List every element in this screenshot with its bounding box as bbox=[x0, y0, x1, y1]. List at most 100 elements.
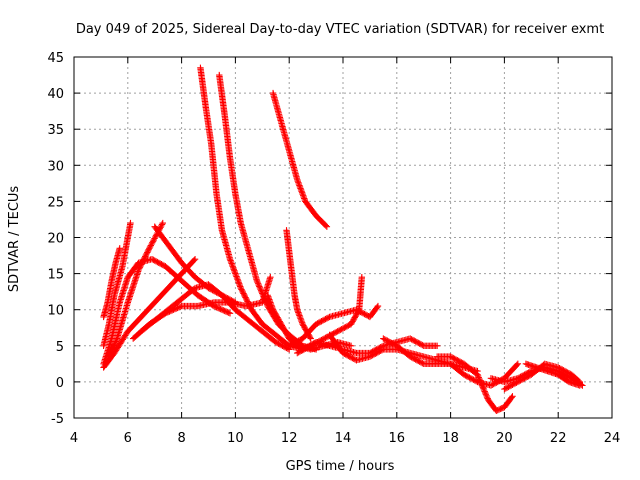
data-point bbox=[455, 357, 462, 365]
data-point bbox=[308, 341, 316, 348]
data-point bbox=[376, 348, 383, 355]
data-point bbox=[501, 385, 508, 393]
data-point bbox=[143, 250, 150, 257]
data-point bbox=[244, 298, 251, 305]
data-point bbox=[263, 301, 271, 308]
data-point bbox=[272, 338, 279, 346]
data-point bbox=[480, 386, 488, 394]
data-point bbox=[557, 365, 565, 373]
data-point bbox=[256, 283, 263, 290]
data-point bbox=[511, 380, 519, 387]
data-point bbox=[345, 322, 352, 329]
data-point bbox=[520, 375, 527, 383]
data-point bbox=[447, 353, 454, 360]
data-point bbox=[509, 393, 516, 400]
data-point bbox=[241, 292, 249, 300]
data-point bbox=[322, 315, 329, 323]
data-point bbox=[152, 233, 159, 241]
data-point bbox=[310, 340, 317, 347]
data-point bbox=[322, 334, 329, 342]
data-point bbox=[515, 377, 523, 385]
data-point bbox=[335, 327, 343, 334]
y-tick-label: 30 bbox=[47, 159, 64, 174]
data-point bbox=[263, 300, 270, 307]
data-point bbox=[262, 297, 269, 304]
data-point bbox=[514, 378, 522, 386]
data-point bbox=[157, 224, 164, 231]
data-point bbox=[521, 375, 528, 382]
data-point bbox=[366, 353, 374, 360]
data-point bbox=[142, 251, 150, 259]
data-point bbox=[378, 346, 386, 354]
data-point bbox=[339, 349, 347, 357]
data-point bbox=[216, 305, 223, 312]
data-point bbox=[448, 354, 456, 361]
data-point bbox=[359, 310, 367, 317]
x-axis-label: GPS time / hours bbox=[286, 459, 395, 474]
data-point bbox=[384, 337, 391, 344]
data-point bbox=[307, 341, 314, 349]
data-point bbox=[373, 349, 380, 357]
data-point bbox=[253, 277, 261, 285]
data-point bbox=[318, 318, 325, 325]
data-point bbox=[474, 372, 482, 380]
data-series-arc-22 bbox=[522, 360, 583, 389]
data-point bbox=[415, 339, 422, 347]
chart-title: Day 049 of 2025, Sidereal Day-to-day VTE… bbox=[76, 22, 604, 37]
data-point bbox=[464, 373, 472, 381]
data-point bbox=[385, 338, 392, 345]
data-point bbox=[353, 306, 360, 313]
data-point bbox=[419, 359, 426, 367]
data-point bbox=[407, 335, 414, 342]
data-point bbox=[412, 356, 419, 363]
data-point bbox=[256, 284, 264, 292]
data-point bbox=[522, 374, 530, 381]
data-point bbox=[333, 328, 340, 336]
data-point bbox=[411, 355, 418, 362]
data-point bbox=[294, 338, 301, 345]
data-point bbox=[320, 335, 328, 342]
data-point bbox=[159, 261, 166, 269]
data-point bbox=[415, 357, 422, 365]
data-point bbox=[303, 344, 310, 351]
x-tick-label: 20 bbox=[496, 431, 513, 446]
data-point bbox=[412, 338, 419, 345]
x-tick-label: 6 bbox=[124, 431, 132, 446]
data-point bbox=[518, 376, 526, 383]
data-point bbox=[191, 255, 199, 263]
data-point bbox=[382, 336, 390, 344]
data-point bbox=[357, 308, 364, 316]
x-tick-label: 8 bbox=[177, 431, 185, 446]
data-point bbox=[220, 307, 227, 314]
data-point bbox=[243, 297, 251, 304]
data-point bbox=[372, 350, 379, 357]
data-point bbox=[419, 341, 426, 349]
y-tick-label: -5 bbox=[51, 412, 64, 427]
data-point bbox=[146, 243, 154, 251]
data-point bbox=[152, 258, 160, 265]
data-series-arc-6 bbox=[151, 223, 239, 306]
data-point bbox=[144, 249, 151, 256]
data-point bbox=[273, 339, 281, 347]
y-tick-label: 0 bbox=[56, 376, 64, 391]
data-point bbox=[254, 280, 262, 287]
data-point bbox=[294, 349, 301, 357]
data-point bbox=[358, 274, 366, 281]
data-point bbox=[254, 279, 261, 286]
data-point bbox=[224, 308, 231, 316]
data-point bbox=[255, 281, 262, 289]
data-point bbox=[304, 343, 312, 350]
x-tick-label: 18 bbox=[442, 431, 459, 446]
data-point bbox=[222, 308, 230, 315]
x-tick-label: 4 bbox=[70, 431, 78, 446]
data-point bbox=[503, 384, 511, 391]
data-point bbox=[466, 374, 473, 381]
data-point bbox=[316, 318, 324, 326]
data-point bbox=[331, 329, 339, 337]
data-point bbox=[148, 240, 155, 248]
data-point bbox=[409, 354, 417, 362]
data-point bbox=[480, 385, 487, 392]
data-point bbox=[390, 341, 398, 348]
data-point bbox=[525, 372, 532, 380]
data-point bbox=[175, 304, 183, 311]
